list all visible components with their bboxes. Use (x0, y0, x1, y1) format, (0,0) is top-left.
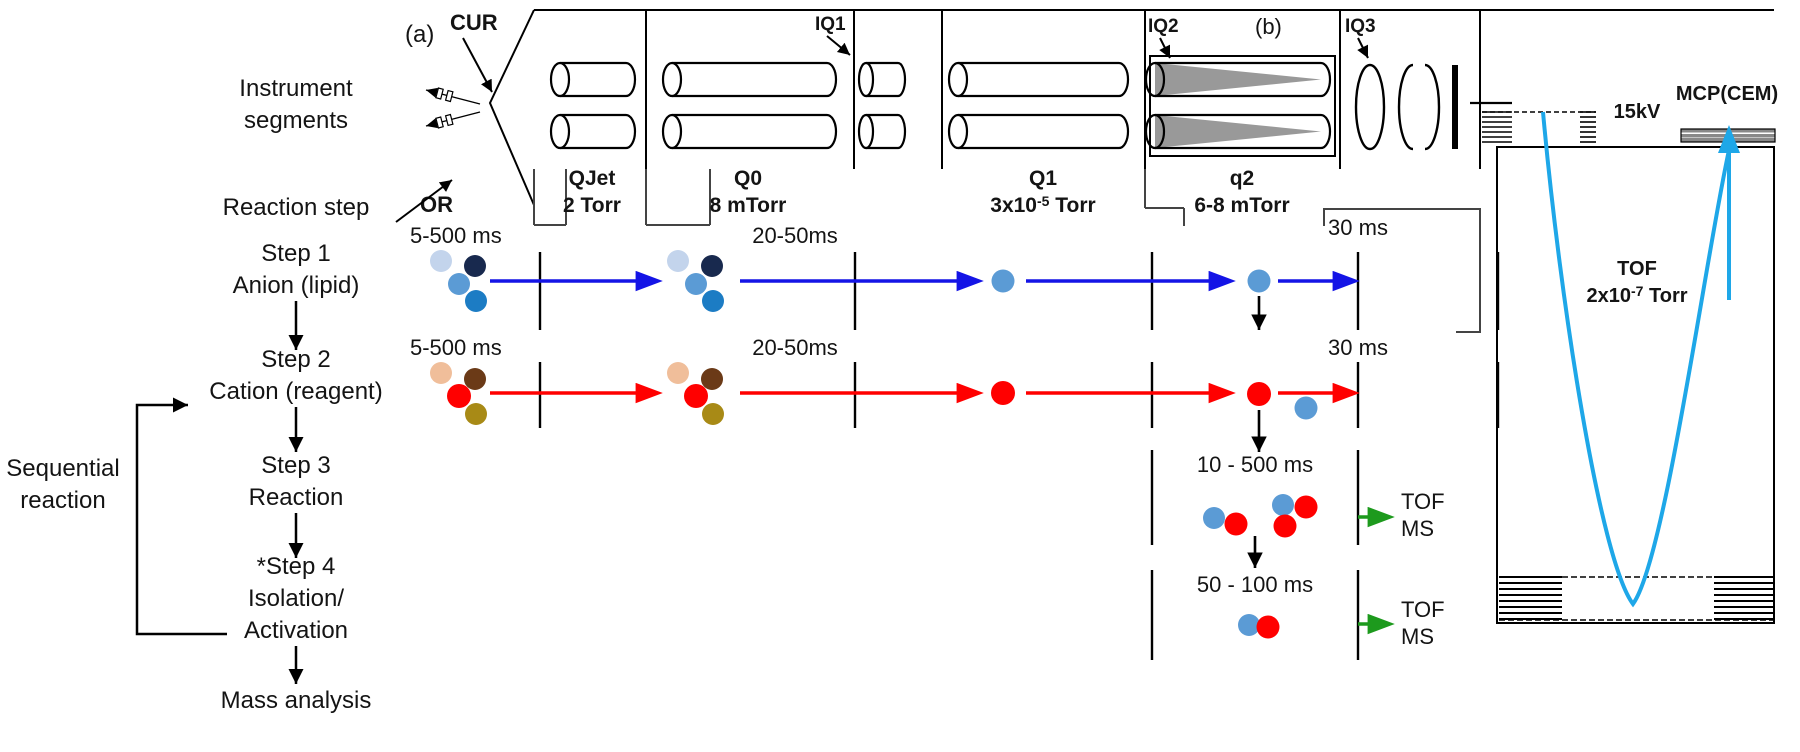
svg-text:Reaction: Reaction (249, 484, 344, 511)
svg-text:30 ms: 30 ms (1328, 335, 1388, 360)
svg-text:TOF: TOF (1617, 258, 1657, 280)
svg-text:Isolation/: Isolation/ (248, 585, 344, 612)
svg-text:MS: MS (1401, 624, 1434, 649)
svg-text:Step 3: Step 3 (261, 452, 330, 479)
svg-text:3x10-5 Torr: 3x10-5 Torr (990, 193, 1095, 217)
svg-text:MS: MS (1401, 516, 1434, 541)
svg-text:50 - 100 ms: 50 - 100 ms (1197, 572, 1313, 597)
svg-text:2 Torr: 2 Torr (563, 194, 621, 217)
svg-text:MCP(CEM): MCP(CEM) (1676, 83, 1778, 105)
svg-text:Step 2: Step 2 (261, 346, 330, 373)
svg-text:6-8 mTorr: 6-8 mTorr (1194, 194, 1289, 217)
svg-text:q2: q2 (1230, 167, 1255, 190)
svg-text:segments: segments (244, 107, 348, 134)
svg-text:5-500 ms: 5-500 ms (410, 223, 502, 248)
svg-text:30 ms: 30 ms (1328, 215, 1388, 240)
svg-text:5-500 ms: 5-500 ms (410, 335, 502, 360)
svg-text:CUR: CUR (450, 10, 498, 35)
svg-text:Cation (reagent): Cation (reagent) (209, 378, 382, 405)
svg-text:2x10-7 Torr: 2x10-7 Torr (1586, 283, 1687, 307)
svg-text:Anion (lipid): Anion (lipid) (233, 272, 360, 299)
svg-text:10 - 500 ms: 10 - 500 ms (1197, 452, 1313, 477)
svg-text:IQ3: IQ3 (1345, 16, 1376, 37)
svg-text:(b): (b) (1255, 14, 1282, 39)
svg-text:Instrument: Instrument (239, 75, 353, 102)
svg-text:Q0: Q0 (734, 167, 762, 190)
svg-text:15kV: 15kV (1614, 101, 1661, 123)
svg-text:8 mTorr: 8 mTorr (710, 194, 787, 217)
svg-text:OR: OR (420, 192, 453, 217)
svg-text:20-50ms: 20-50ms (752, 335, 838, 360)
svg-text:QJet: QJet (569, 167, 616, 190)
svg-text:TOF: TOF (1401, 489, 1445, 514)
svg-text:20-50ms: 20-50ms (752, 223, 838, 248)
svg-text:Q1: Q1 (1029, 167, 1057, 190)
svg-text:IQ1: IQ1 (815, 14, 846, 35)
svg-text:Activation: Activation (244, 617, 348, 644)
svg-text:Mass analysis: Mass analysis (221, 687, 372, 714)
svg-text:IQ2: IQ2 (1148, 16, 1179, 37)
svg-text:Step 1: Step 1 (261, 240, 330, 267)
svg-text:reaction: reaction (20, 487, 105, 514)
svg-text:Reaction step: Reaction step (223, 194, 370, 221)
svg-text:Sequential: Sequential (6, 455, 119, 482)
svg-text:(a): (a) (405, 21, 434, 48)
svg-text:TOF: TOF (1401, 597, 1445, 622)
